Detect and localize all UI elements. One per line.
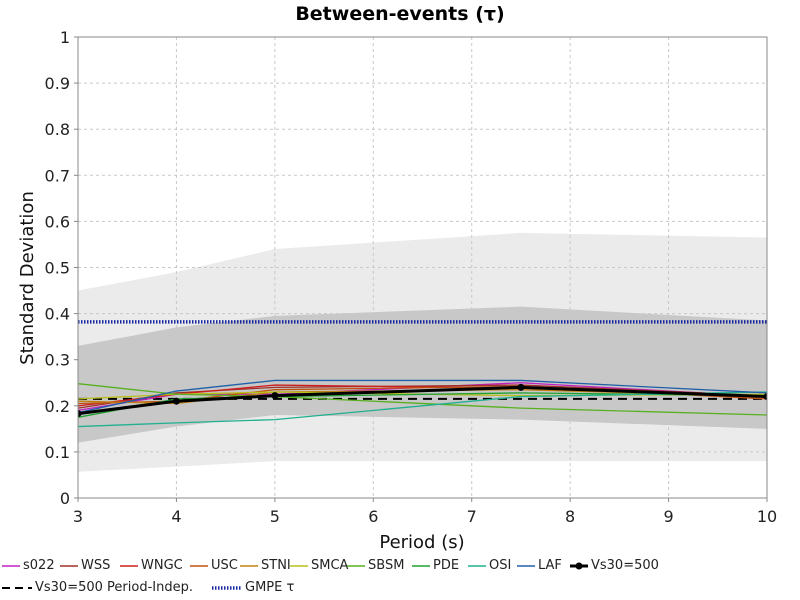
x-tick-label: 10 <box>757 507 777 526</box>
legend-label: SBSM <box>368 558 405 573</box>
y-tick-label: 0.9 <box>45 74 70 93</box>
y-axis-label: Standard Deviation <box>17 191 38 365</box>
uncertainty-band-2 <box>78 306 767 443</box>
x-tick-label: 3 <box>73 507 83 526</box>
y-tick-label: 0.1 <box>45 443 70 462</box>
legend-label: PDE <box>433 558 460 573</box>
y-tick-label: 0.3 <box>45 351 70 370</box>
legend-label: WSS <box>81 558 111 573</box>
plot-area <box>77 36 768 499</box>
y-tick-label: 0.6 <box>45 212 70 231</box>
series-line-osi <box>78 391 767 428</box>
y-tick-label: 1 <box>60 28 70 47</box>
legend-swatch <box>190 565 208 567</box>
x-tick-label: 9 <box>663 507 673 526</box>
legend-label: Vs30=500 <box>591 558 659 573</box>
y-tick-label: 0.4 <box>45 305 70 324</box>
y-tick-label: 0.2 <box>45 397 70 416</box>
legend-label: STNI <box>261 558 291 573</box>
legend-swatch <box>517 565 535 567</box>
legend-label: LAF <box>538 558 562 573</box>
y-tick-label: 0.8 <box>45 120 70 139</box>
y-axis: 0 0.1 0.2 0.3 0.4 0.5 0.6 0.7 0.8 0.9 1 <box>45 28 78 508</box>
legend-swatch <box>290 565 308 567</box>
x-tick-label: 8 <box>565 507 575 526</box>
legend-swatch <box>2 587 32 589</box>
legend-swatch <box>60 565 78 567</box>
legend-swatch <box>412 565 430 567</box>
x-axis: 3 4 5 6 7 8 9 10 <box>73 498 777 526</box>
legend-swatch <box>347 565 365 567</box>
y-tick-label: 0.7 <box>45 166 70 185</box>
legend-label: SMCA <box>311 558 349 573</box>
data-point <box>78 410 82 418</box>
legend-label: GMPE τ <box>245 580 295 595</box>
x-tick-label: 7 <box>467 507 477 526</box>
y-tick-label: 0 <box>60 489 70 508</box>
legend-label: WNGC <box>141 558 183 573</box>
x-tick-label: 6 <box>368 507 378 526</box>
y-tick-label: 0.5 <box>45 259 70 278</box>
legend-swatch <box>468 565 486 567</box>
legend-label: OSI <box>489 558 512 573</box>
chart: Between-events (τ) 0 0.1 0.2 0.3 0.4 0.5 0.6 0.… <box>17 3 777 553</box>
data-point <box>763 393 767 401</box>
data-point <box>172 397 180 405</box>
legend-label: USC <box>211 558 238 573</box>
legend-swatch <box>570 562 588 570</box>
series-line-laf <box>78 379 767 414</box>
data-point <box>517 383 525 391</box>
x-tick-label: 4 <box>171 507 181 526</box>
legend-swatch <box>2 565 20 567</box>
legend-label: s022 <box>23 558 55 573</box>
legend-swatch <box>212 586 242 590</box>
legend-label: Vs30=500 Period-Indep. <box>35 580 193 595</box>
chart-title: Between-events (τ) <box>295 3 504 25</box>
x-tick-label: 5 <box>270 507 280 526</box>
data-point <box>271 392 279 400</box>
legend-swatch <box>120 565 138 567</box>
x-axis-label: Period (s) <box>379 532 464 553</box>
legend-swatch <box>240 565 258 567</box>
